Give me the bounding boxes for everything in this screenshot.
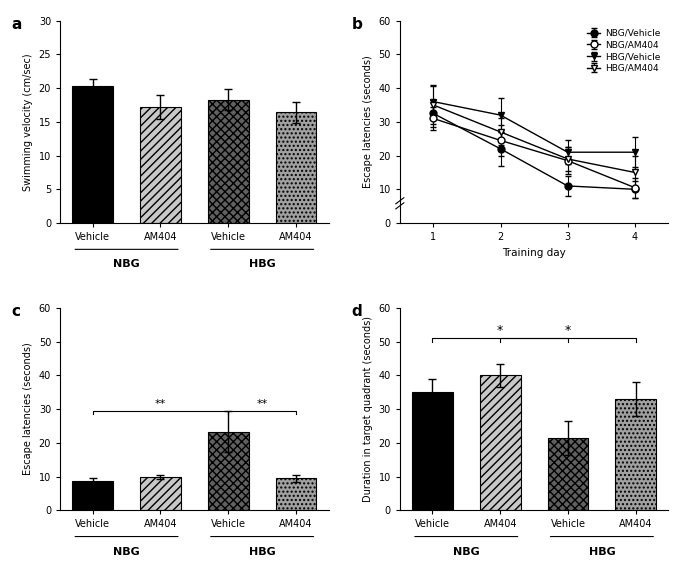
Bar bbox=[208, 431, 249, 510]
Text: HBG: HBG bbox=[249, 260, 275, 269]
Bar bbox=[276, 112, 316, 223]
Text: b: b bbox=[351, 17, 362, 32]
Text: HBG: HBG bbox=[249, 547, 275, 556]
Text: **: ** bbox=[257, 399, 268, 409]
Bar bbox=[479, 375, 521, 510]
Text: HBG: HBG bbox=[588, 547, 615, 556]
Text: a: a bbox=[12, 17, 22, 32]
Y-axis label: Duration in target quadrant (seconds): Duration in target quadrant (seconds) bbox=[363, 316, 373, 502]
Y-axis label: Escape latencies (seconds): Escape latencies (seconds) bbox=[363, 56, 373, 189]
Bar bbox=[412, 392, 453, 510]
Y-axis label: Swimming velocity (cm/sec): Swimming velocity (cm/sec) bbox=[23, 53, 33, 191]
Y-axis label: Escape latencies (seconds): Escape latencies (seconds) bbox=[23, 343, 33, 476]
Bar bbox=[140, 477, 181, 510]
Bar bbox=[73, 86, 113, 223]
Bar bbox=[208, 100, 249, 223]
Bar bbox=[73, 481, 113, 510]
Text: NBG: NBG bbox=[113, 547, 140, 556]
Legend: NBG/Vehicle, NBG/AM404, HBG/Vehicle, HBG/AM404: NBG/Vehicle, NBG/AM404, HBG/Vehicle, HBG… bbox=[583, 25, 664, 77]
Text: *: * bbox=[565, 324, 571, 336]
Text: NBG: NBG bbox=[453, 547, 480, 556]
Text: *: * bbox=[497, 324, 503, 336]
Text: c: c bbox=[12, 304, 21, 319]
Bar bbox=[615, 399, 656, 510]
Bar bbox=[547, 438, 588, 510]
Text: d: d bbox=[351, 304, 362, 319]
Bar bbox=[140, 107, 181, 223]
Bar bbox=[276, 478, 316, 510]
Text: **: ** bbox=[155, 399, 166, 409]
X-axis label: Training day: Training day bbox=[502, 248, 566, 258]
Text: NBG: NBG bbox=[113, 260, 140, 269]
